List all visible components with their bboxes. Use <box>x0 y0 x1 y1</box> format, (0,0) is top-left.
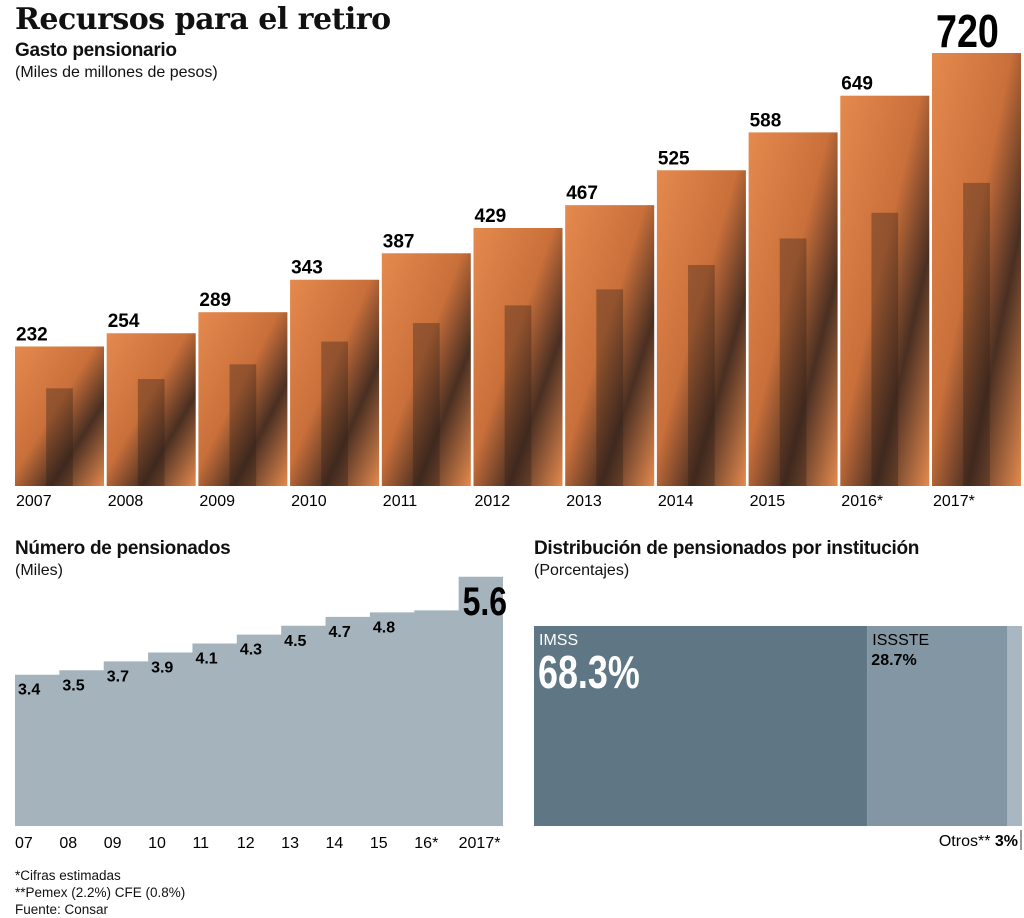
bar-2008 <box>106 333 196 486</box>
value-label-2009: 289 <box>199 290 231 311</box>
value-label-10: 3.9 <box>151 659 173 676</box>
value-label-2013: 467 <box>566 183 598 204</box>
bar-photo-shade <box>871 212 899 486</box>
footnote-source: Fuente: Consar <box>15 902 109 917</box>
bar-2015 <box>748 132 838 486</box>
bar-photo-shade <box>137 379 165 486</box>
bar-photo-shade <box>596 289 624 486</box>
footnote-others: **Pemex (2.2%) CFE (0.8%) <box>15 885 186 900</box>
footnote-estimates: *Cifras estimadas <box>15 868 121 883</box>
value-label-2015: 588 <box>750 110 782 131</box>
distribution-chart-subtitle: (Porcentajes) <box>534 562 630 579</box>
infographic-title: Recursos para el retiro <box>15 2 391 37</box>
spending-bar-chart: 232 2007 254 2008 289 2009 343 2010 387 2011 429 20… <box>15 5 1021 510</box>
x-label-10: 10 <box>148 835 166 852</box>
value-label-2014: 525 <box>658 148 690 169</box>
pensioners-chart-subtitle: (Miles) <box>15 562 63 579</box>
x-label-14: 14 <box>326 835 344 852</box>
pensioners-chart-title: Número de pensionados <box>15 538 231 559</box>
segment-otros <box>1007 626 1022 826</box>
value-label-15: 4.8 <box>373 619 395 636</box>
value-label-2007: 232 <box>16 324 48 345</box>
segment-issste <box>867 626 1008 826</box>
value-label-2017*: 720 <box>936 5 999 56</box>
year-label-2016*: 2016* <box>841 493 883 510</box>
year-label-2011: 2011 <box>383 493 418 510</box>
value-label-09: 3.7 <box>107 668 129 685</box>
year-label-2009: 2009 <box>199 493 235 510</box>
year-label-2017*: 2017* <box>933 493 975 510</box>
value-label-08: 3.5 <box>62 677 84 694</box>
pensioners-area <box>15 576 503 826</box>
issste-label: ISSSTE <box>872 632 929 649</box>
spending-chart-subtitle: (Miles de millones de pesos) <box>15 64 218 81</box>
bar-2007 <box>15 346 104 486</box>
bar-photo-shade <box>321 341 348 486</box>
x-label-09: 09 <box>104 835 122 852</box>
value-label-13: 4.5 <box>284 633 306 650</box>
bar-2016* <box>840 95 930 486</box>
x-label-2017*: 2017* <box>459 835 501 852</box>
value-label-12: 4.3 <box>240 642 262 659</box>
x-label-15: 15 <box>370 835 388 852</box>
value-label-2010: 343 <box>291 258 323 279</box>
value-label-14: 4.7 <box>329 624 351 641</box>
bar-photo-shade <box>688 264 715 486</box>
value-label-11: 4.1 <box>195 651 217 668</box>
pensioners-step-chart: 3.4 3.5 3.7 3.9 4.1 4.3 4.5 4.7 4.8 5.6 07 08 09 10 11… <box>15 576 507 852</box>
imss-label: IMSS <box>539 632 578 649</box>
bar-2009 <box>198 312 288 486</box>
year-label-2012: 2012 <box>475 493 511 510</box>
year-label-2013: 2013 <box>566 493 602 510</box>
bar-photo-shade <box>229 364 257 486</box>
segment-imss <box>534 626 868 826</box>
x-label-13: 13 <box>281 835 299 852</box>
footnotes: *Cifras estimadas **Pemex (2.2%) CFE (0.… <box>15 867 185 918</box>
year-label-2015: 2015 <box>750 493 786 510</box>
x-label-11: 11 <box>192 835 209 852</box>
x-label-12: 12 <box>237 835 255 852</box>
value-label-2008: 254 <box>108 311 140 332</box>
value-label-2012: 429 <box>475 206 507 227</box>
bar-2014 <box>656 170 746 487</box>
value-label-07: 3.4 <box>18 682 40 699</box>
year-label-2008: 2008 <box>108 493 144 510</box>
value-label-2017*: 5.6 <box>463 578 507 623</box>
others-value: 3% <box>995 833 1018 850</box>
bar-2010 <box>290 279 380 486</box>
year-label-2010: 2010 <box>291 493 327 510</box>
value-label-2011: 387 <box>383 231 415 252</box>
spending-chart-title: Gasto pensionario <box>15 40 177 61</box>
bar-2012 <box>473 228 563 487</box>
year-label-2014: 2014 <box>658 493 694 510</box>
bar-2011 <box>381 253 471 486</box>
bar-photo-shade <box>504 305 532 486</box>
bar-2017* <box>932 53 1021 486</box>
bar-photo-shade <box>779 238 807 486</box>
x-label-08: 08 <box>59 835 77 852</box>
distribution-chart-title: Distribución de pensionados por instituc… <box>534 538 920 559</box>
others-name: Otros** <box>939 833 995 850</box>
bar-photo-shade <box>412 323 440 486</box>
year-label-2007: 2007 <box>16 493 52 510</box>
bar-photo-shade <box>46 388 73 486</box>
bar-2013 <box>565 205 655 487</box>
others-label: Otros** 3% <box>939 833 1018 850</box>
imss-value: 68.3% <box>538 647 640 698</box>
value-label-2016*: 649 <box>841 74 873 95</box>
x-label-16*: 16* <box>414 835 438 852</box>
bar-photo-shade <box>963 182 990 486</box>
issste-value: 28.7% <box>871 652 916 669</box>
x-label-07: 07 <box>15 835 33 852</box>
